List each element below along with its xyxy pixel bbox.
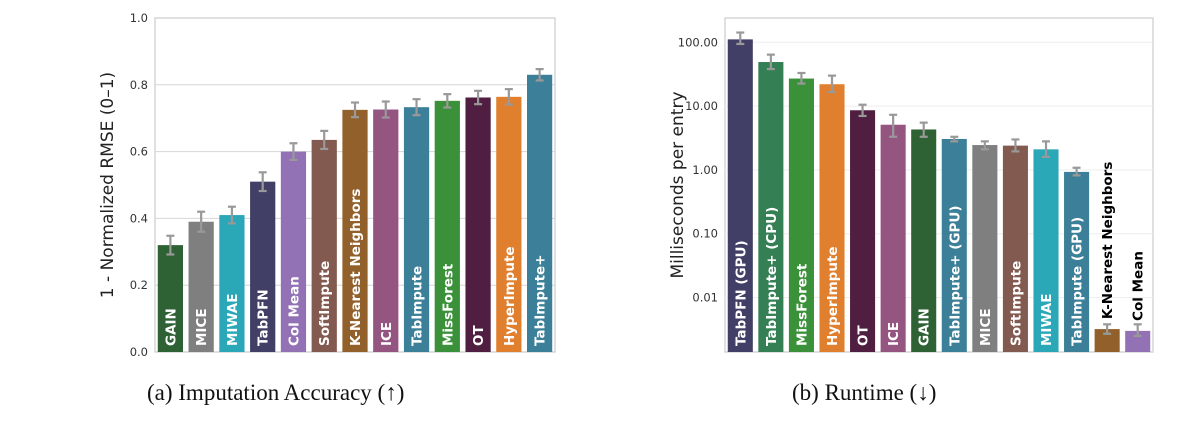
bar [819,84,845,353]
bar-label: GAIN [917,308,933,346]
bar-label: HyperImpute [502,246,518,346]
bar-label: K-Nearest Neighbors [1100,162,1116,319]
y-axis-label: Milliseconds per entry [668,91,688,278]
bar [880,124,906,352]
bar [911,129,937,352]
caption-b: (b) Runtime (↓) [792,380,937,405]
bar [1125,330,1151,352]
bar-label: TabImpute+ (GPU) [947,205,963,346]
y-tick-label: 1.00 [692,163,718,177]
bar-label: MissForest [794,263,810,346]
bar-label: Col Mean [286,276,302,346]
bar-label: SoftImpute [1008,261,1024,346]
bar-label: ICE [886,322,902,346]
caption-a: (a) Imputation Accuracy (↑) [147,380,405,405]
bar [972,145,998,352]
bar-label: GAIN [163,308,179,346]
y-tick-label: 0.2 [130,278,148,292]
bar [342,109,368,352]
bar [219,215,245,352]
bar-label: OT [471,325,487,346]
bar-label: TabImpute+ (CPU) [764,207,780,346]
y-tick-label: 100.00 [678,35,718,49]
bar-label: OT [856,325,872,346]
bar [496,96,522,352]
bar [1033,149,1059,352]
bar-label: MICE [978,308,994,346]
bar-label: HyperImpute [825,246,841,346]
bar [1064,171,1090,352]
bar [1002,145,1028,352]
bar [188,221,214,352]
bar [527,74,553,352]
bar [311,139,337,352]
bar [403,107,430,352]
plot-frame [724,17,1154,353]
bar [434,100,460,352]
y-tick-label: 0.6 [130,145,148,159]
bar-label: MIWAE [225,294,241,346]
bar-label: TabPFN (GPU) [733,240,749,346]
bar-label: TabPFN [256,289,272,346]
bar [758,62,784,352]
y-tick-label: 0.0 [130,345,148,359]
bar-label: Col Mean [1131,251,1147,321]
bar [465,97,491,352]
y-tick-label: 10.00 [685,99,718,113]
bar-label: MICE [194,308,210,346]
y-tick-label: 0.10 [692,227,718,241]
bar [788,78,814,352]
y-tick-label: 0.4 [130,211,148,225]
y-tick-label: 0.01 [692,291,718,305]
bar [727,39,753,353]
y-tick-label: 1.0 [130,11,148,25]
y-tick-label: 0.8 [130,78,148,92]
bar [373,109,399,353]
bar-label: K-Nearest Neighbors [348,189,364,346]
bar-label: MIWAE [1039,294,1055,346]
bar [157,245,183,352]
bar-label: TabImpute (GPU) [1070,217,1086,346]
bar-label: MissForest [440,263,456,346]
bar [280,151,307,352]
bar [250,181,276,352]
bar-label: SoftImpute [317,261,333,346]
bar [941,138,967,352]
y-axis-label: 1 - Normalized RMSE (0–1) [98,72,118,298]
bar [850,110,876,352]
bar-label: TabImpute+ [533,254,549,346]
bar [1094,329,1120,352]
bar-label: TabImpute [410,266,426,346]
bar-label: ICE [379,322,395,346]
